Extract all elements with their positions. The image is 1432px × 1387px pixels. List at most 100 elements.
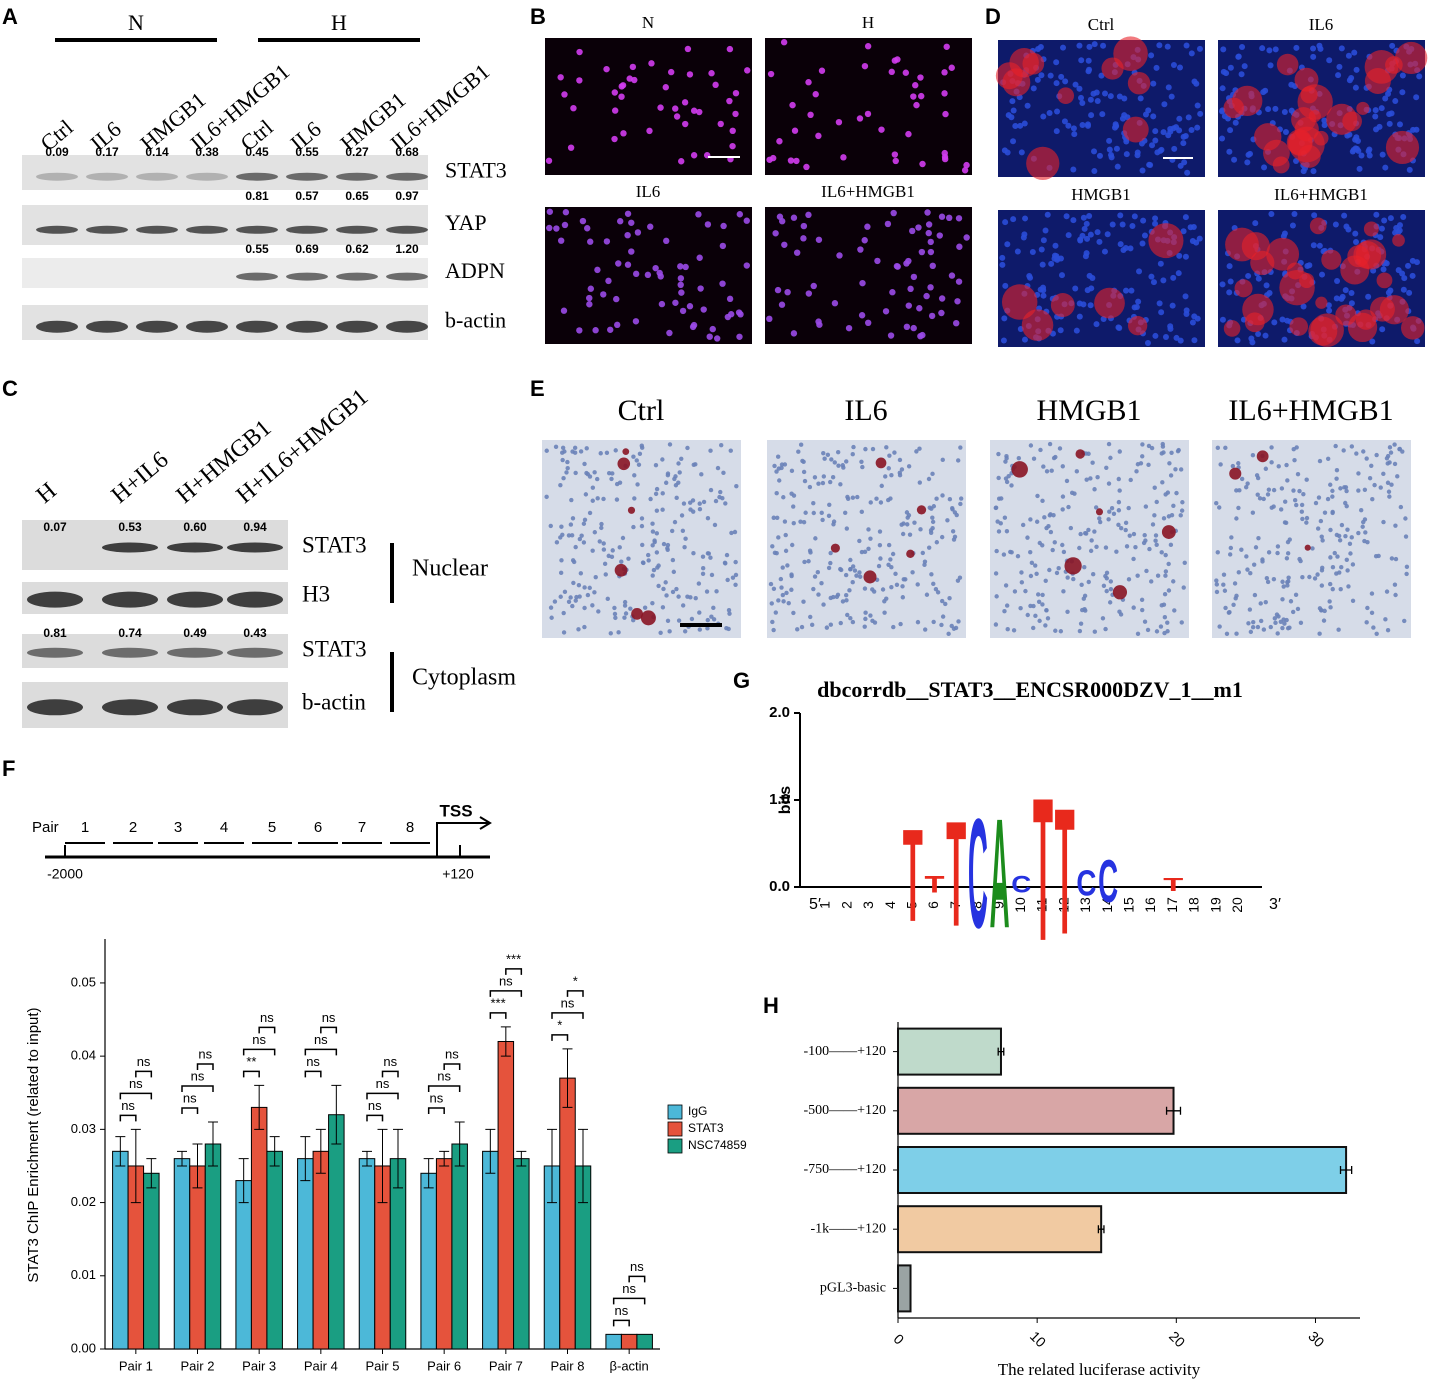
cell (859, 549, 865, 555)
bar (112, 1150, 129, 1350)
cell (1169, 513, 1175, 518)
cell (1291, 488, 1296, 493)
cell (1047, 441, 1053, 447)
cell (1183, 307, 1190, 314)
significance-label: ns (252, 1032, 266, 1047)
cell (1395, 229, 1402, 236)
cell (1046, 109, 1053, 116)
cell (624, 261, 632, 268)
cell (1284, 462, 1289, 468)
cell (1321, 122, 1328, 129)
cell (826, 565, 832, 571)
y-tick-label: 1.0 (769, 791, 790, 808)
cell (779, 218, 786, 225)
cell (1282, 621, 1287, 626)
cell (769, 154, 777, 162)
cell (587, 585, 592, 591)
cell (961, 167, 969, 174)
error-bar (1097, 1225, 1105, 1234)
cell (646, 558, 651, 563)
blot-band (236, 225, 278, 234)
cell (999, 261, 1006, 268)
cell (1152, 485, 1157, 490)
cell (1184, 169, 1191, 176)
cell (1304, 262, 1311, 269)
cell (678, 289, 685, 296)
cell (1187, 224, 1194, 231)
bar (605, 1333, 622, 1350)
quant-value: 0.81 (245, 189, 269, 203)
cell (919, 160, 926, 168)
pair-number: 8 (406, 819, 414, 836)
cell (1219, 85, 1226, 92)
cell (1289, 222, 1296, 229)
cell (1317, 458, 1323, 464)
cell (1345, 226, 1352, 233)
cell (771, 627, 776, 633)
cell (1087, 302, 1094, 309)
cell (679, 307, 687, 315)
cell (880, 587, 886, 592)
cell (1352, 238, 1359, 245)
cell (1048, 260, 1055, 267)
cell (594, 266, 601, 274)
quant-value: 0.68 (395, 145, 419, 159)
cell (930, 519, 936, 525)
cell (561, 476, 566, 481)
cell (579, 217, 587, 225)
cell (1160, 444, 1166, 449)
cell (1404, 571, 1409, 577)
cell (1170, 125, 1177, 132)
cell (607, 326, 614, 333)
cell (917, 480, 923, 485)
cell (1052, 540, 1057, 545)
cell (1165, 620, 1170, 625)
cell (617, 545, 622, 550)
cell (1160, 129, 1167, 136)
cell (1236, 505, 1241, 511)
cell (1392, 442, 1397, 447)
x-tick-label: 30 (1305, 1328, 1327, 1350)
cell (1389, 42, 1396, 49)
cell (676, 461, 681, 466)
cell (900, 584, 905, 589)
cell (947, 595, 952, 601)
cell (1065, 609, 1070, 614)
cell (1168, 542, 1174, 548)
cell (1310, 168, 1317, 175)
cell (941, 69, 948, 76)
position-label: 2 (838, 901, 854, 909)
cell (672, 476, 677, 482)
cell (1326, 307, 1333, 314)
cell (798, 442, 804, 447)
stain (627, 506, 636, 514)
cell (1345, 527, 1350, 532)
image-title: IL6 (636, 182, 661, 201)
cell (1355, 147, 1362, 154)
blot-band (136, 225, 178, 234)
cell (1150, 279, 1157, 286)
cell (1028, 573, 1034, 579)
cell (713, 335, 721, 342)
cell (1364, 620, 1369, 625)
significance-bracket (304, 1048, 338, 1056)
cell (891, 151, 899, 158)
panel-label: A (2, 4, 18, 29)
cell (632, 473, 637, 478)
cell (1413, 259, 1420, 266)
cell (1100, 42, 1107, 49)
cell (1093, 321, 1100, 328)
cell (573, 598, 578, 603)
cell (1182, 133, 1189, 140)
cell (1077, 545, 1082, 551)
cell (864, 223, 871, 230)
cell (718, 489, 723, 495)
cell (613, 295, 620, 303)
cell (1061, 589, 1066, 594)
error-bar (439, 1150, 450, 1167)
cell (549, 615, 554, 620)
cell (931, 581, 936, 587)
cell (553, 444, 559, 450)
cell (815, 570, 821, 575)
cell (1261, 627, 1267, 632)
